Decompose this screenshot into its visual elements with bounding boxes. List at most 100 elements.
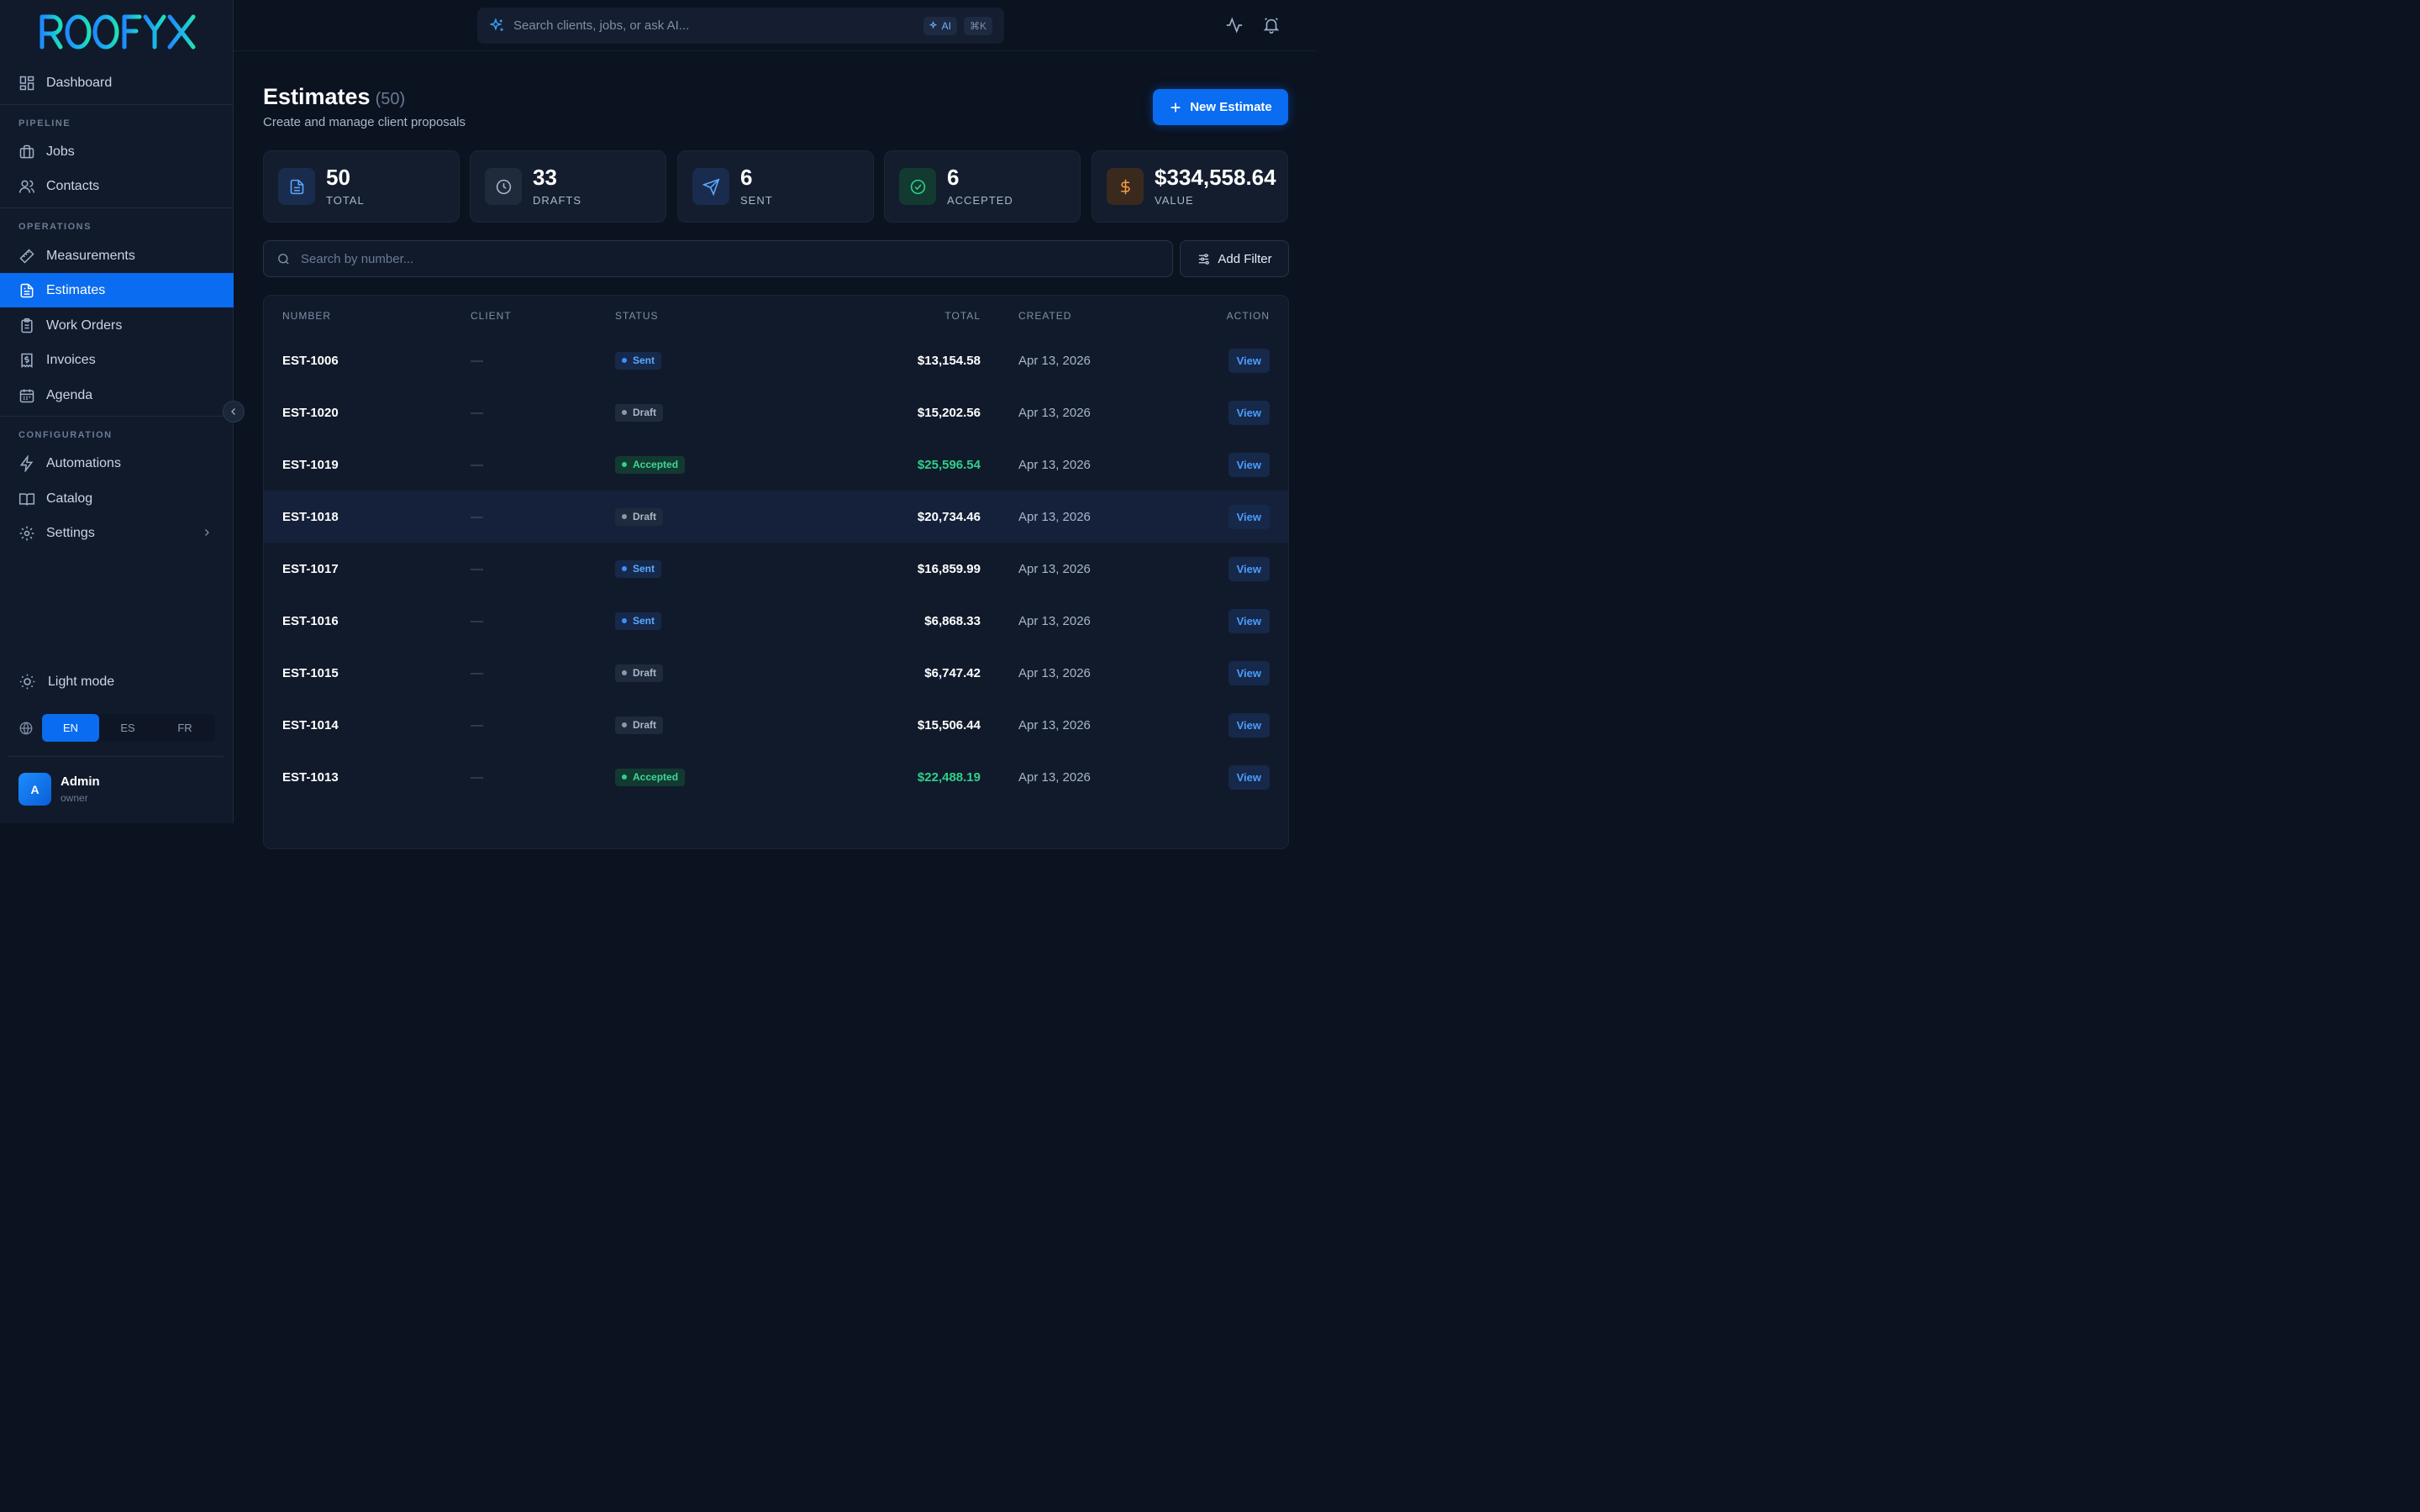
sidebar: Dashboard PIPELINE Jobs Contacts OPERATI… bbox=[0, 0, 234, 823]
estimate-number[interactable]: EST-1013 bbox=[282, 751, 339, 803]
column-header-status[interactable]: STATUS bbox=[615, 310, 659, 322]
divider bbox=[0, 207, 234, 208]
status-cell: Draft bbox=[615, 647, 663, 699]
table-row[interactable]: EST-1018 — Draft $20,734.46 Apr 13, 2026 View bbox=[264, 491, 1288, 543]
sidebar-item-invoices[interactable]: Invoices bbox=[0, 343, 234, 377]
stat-value: 50 bbox=[326, 165, 350, 191]
estimate-number[interactable]: EST-1014 bbox=[282, 699, 339, 751]
language-es-button[interactable]: ES bbox=[99, 714, 156, 742]
estimate-number[interactable]: EST-1018 bbox=[282, 491, 339, 543]
client-name: — bbox=[471, 751, 483, 803]
language-switcher: EN ES FR bbox=[18, 714, 215, 742]
status-dot bbox=[622, 618, 627, 623]
status-label: Draft bbox=[633, 511, 656, 522]
sidebar-item-label: Agenda bbox=[46, 388, 92, 403]
global-search[interactable]: Search clients, jobs, or ask AI... AI ⌘K bbox=[477, 8, 1004, 44]
sidebar-item-measurements[interactable]: Measurements bbox=[0, 239, 234, 273]
table-row[interactable]: EST-1020 — Draft $15,202.56 Apr 13, 2026 View bbox=[264, 386, 1288, 438]
created-date: Apr 13, 2026 bbox=[1018, 334, 1091, 386]
table-header: NUMBER CLIENT STATUS TOTAL CREATED ACTIO… bbox=[264, 296, 1288, 334]
divider bbox=[0, 104, 234, 105]
view-button[interactable]: View bbox=[1228, 713, 1270, 738]
table-row[interactable]: EST-1017 — Sent $16,859.99 Apr 13, 2026 View bbox=[264, 543, 1288, 595]
user-profile[interactable]: A Admin owner bbox=[18, 773, 100, 806]
estimate-number[interactable]: EST-1015 bbox=[282, 647, 339, 699]
sidebar-item-automations[interactable]: Automations bbox=[0, 446, 234, 480]
action-cell: View bbox=[1228, 595, 1270, 647]
table-row[interactable]: EST-1006 — Sent $13,154.58 Apr 13, 2026 View bbox=[264, 334, 1288, 386]
bell-icon[interactable] bbox=[1262, 16, 1281, 34]
estimate-number[interactable]: EST-1016 bbox=[282, 595, 339, 647]
table-row[interactable]: EST-1019 — Accepted $25,596.54 Apr 13, 2026 V… bbox=[264, 438, 1288, 491]
light-mode-toggle[interactable]: Light mode bbox=[18, 673, 114, 690]
estimate-total: $6,747.42 bbox=[924, 647, 981, 699]
top-bar: Search clients, jobs, or ask AI... AI ⌘K bbox=[234, 0, 1318, 51]
sidebar-item-work-orders[interactable]: Work Orders bbox=[0, 308, 234, 343]
stat-card-value: $334,558.64 VALUE bbox=[1092, 150, 1288, 223]
created-date: Apr 13, 2026 bbox=[1018, 751, 1091, 803]
view-button[interactable]: View bbox=[1228, 661, 1270, 685]
add-filter-label: Add Filter bbox=[1218, 252, 1271, 266]
view-button[interactable]: View bbox=[1228, 505, 1270, 529]
view-button[interactable]: View bbox=[1228, 349, 1270, 373]
sidebar-item-agenda[interactable]: Agenda bbox=[0, 378, 234, 412]
stat-label: ACCEPTED bbox=[947, 194, 1013, 207]
table-row[interactable]: EST-1016 — Sent $6,868.33 Apr 13, 2026 View bbox=[264, 595, 1288, 647]
view-button[interactable]: View bbox=[1228, 401, 1270, 425]
sidebar-item-catalog[interactable]: Catalog bbox=[0, 481, 234, 516]
chevron-right-icon bbox=[202, 528, 212, 538]
sidebar-item-label: Contacts bbox=[46, 179, 99, 194]
client-name: — bbox=[471, 699, 483, 751]
estimate-number[interactable]: EST-1020 bbox=[282, 386, 339, 438]
sparkle-icon bbox=[489, 18, 505, 34]
new-estimate-button[interactable]: New Estimate bbox=[1153, 89, 1288, 125]
estimate-number[interactable]: EST-1017 bbox=[282, 543, 339, 595]
estimate-total: $25,596.54 bbox=[918, 438, 981, 491]
book-open-icon bbox=[18, 491, 35, 507]
ai-badge-label: AI bbox=[942, 20, 951, 32]
estimate-search-input[interactable] bbox=[301, 252, 1057, 266]
view-button[interactable]: View bbox=[1228, 765, 1270, 790]
view-button[interactable]: View bbox=[1228, 453, 1270, 477]
language-fr-button[interactable]: FR bbox=[156, 714, 213, 742]
column-header-action: ACTION bbox=[1227, 310, 1270, 322]
view-button[interactable]: View bbox=[1228, 609, 1270, 633]
add-filter-button[interactable]: Add Filter bbox=[1180, 240, 1289, 277]
receipt-icon bbox=[18, 352, 35, 369]
estimate-total: $16,859.99 bbox=[918, 543, 981, 595]
ai-badge[interactable]: AI bbox=[923, 17, 957, 35]
activity-icon[interactable] bbox=[1225, 16, 1244, 34]
status-dot bbox=[622, 410, 627, 415]
client-name: — bbox=[471, 543, 483, 595]
estimate-number[interactable]: EST-1019 bbox=[282, 438, 339, 491]
estimate-total: $13,154.58 bbox=[918, 334, 981, 386]
stat-icon-wrap bbox=[899, 168, 936, 205]
roofyx-logo[interactable] bbox=[39, 12, 198, 50]
stat-value: 33 bbox=[533, 165, 557, 191]
gear-icon bbox=[18, 525, 35, 542]
table-row[interactable]: EST-1014 — Draft $15,506.44 Apr 13, 2026 View bbox=[264, 699, 1288, 751]
sidebar-collapse-button[interactable] bbox=[223, 401, 245, 423]
sidebar-item-estimates[interactable]: Estimates bbox=[0, 273, 234, 307]
sidebar-item-jobs[interactable]: Jobs bbox=[0, 134, 234, 169]
users-icon bbox=[18, 178, 35, 195]
table-row[interactable]: EST-1015 — Draft $6,747.42 Apr 13, 2026 View bbox=[264, 647, 1288, 699]
status-label: Accepted bbox=[633, 459, 678, 470]
column-header-number[interactable]: NUMBER bbox=[282, 310, 331, 322]
estimate-number[interactable]: EST-1006 bbox=[282, 334, 339, 386]
action-cell: View bbox=[1228, 438, 1270, 491]
sidebar-item-settings[interactable]: Settings bbox=[0, 516, 234, 550]
language-en-button[interactable]: EN bbox=[42, 714, 99, 742]
table-row[interactable]: EST-1013 — Accepted $22,488.19 Apr 13, 2026 V… bbox=[264, 751, 1288, 803]
column-header-total[interactable]: TOTAL bbox=[944, 310, 981, 322]
sliders-icon bbox=[1197, 252, 1211, 266]
user-role: owner bbox=[60, 792, 100, 804]
sun-icon bbox=[18, 673, 36, 690]
column-header-created[interactable]: CREATED bbox=[1018, 310, 1071, 322]
sidebar-item-contacts[interactable]: Contacts bbox=[0, 169, 234, 203]
sidebar-item-label: Work Orders bbox=[46, 318, 122, 333]
column-header-client[interactable]: CLIENT bbox=[471, 310, 512, 322]
view-button[interactable]: View bbox=[1228, 557, 1270, 581]
sidebar-item-dashboard[interactable]: Dashboard bbox=[0, 66, 234, 100]
status-badge: Draft bbox=[615, 717, 663, 734]
